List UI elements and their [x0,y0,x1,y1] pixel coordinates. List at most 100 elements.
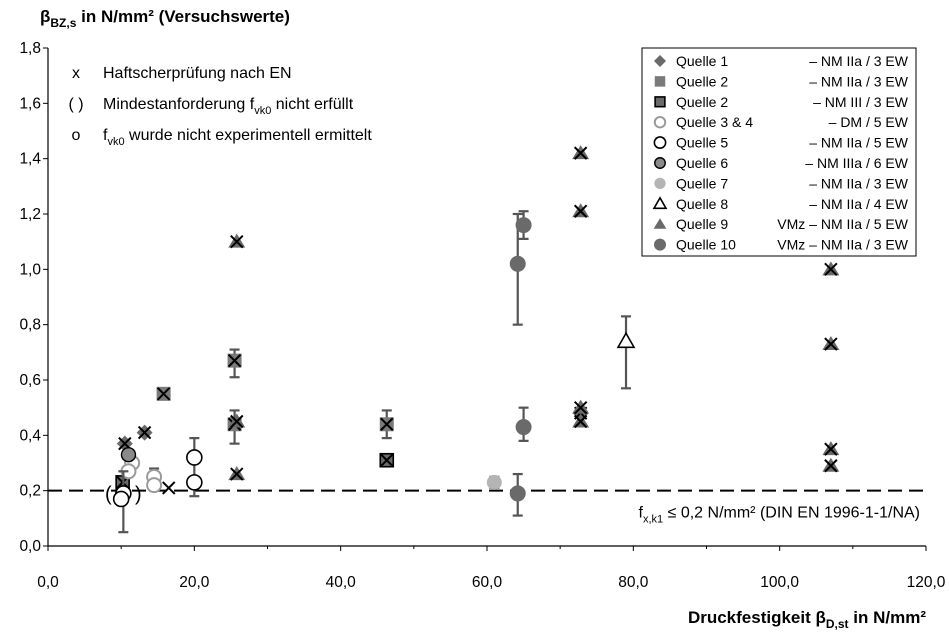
data-point-cross [227,353,242,368]
legend-note: – NM IIIa / 6 EW [805,155,908,171]
annotation-text: fvk0 wurde nicht experimentell ermittelt [103,127,372,148]
y-tick-label: 1,4 [19,151,41,168]
data-point [616,331,636,349]
data-point-cross [230,234,244,249]
series-haftscherpr-fung [162,481,176,495]
legend-marker [654,238,666,251]
paren-right: ) [135,483,142,505]
paren-left: ( [105,483,112,505]
data-point-cross [824,337,838,351]
legend-label: Quelle 2 [676,94,728,110]
data-point [515,217,532,234]
legend-label: Quelle 7 [676,175,728,191]
x-axis-label: Druckfestigkeit βD,st in N/mm² [688,608,926,631]
series-quelle-8 [616,315,636,390]
legend-note: – NM IIa / 3 EW [809,53,909,69]
x-tick-label: 100,0 [760,574,799,591]
legend-label: Quelle 5 [676,135,728,151]
series-quelle-9 [228,145,840,481]
legend-note: – NM IIa / 5 EW [809,135,909,151]
data-point-cross [824,262,838,277]
data-point [112,490,130,508]
data-point-cross [824,442,838,456]
y-axis-label: βBZ,s in N/mm² (Versuchswerte) [40,7,290,30]
data-point [146,477,163,494]
legend-label: Quelle 3 & 4 [676,114,753,130]
data-point-cross [573,400,588,415]
legend-note: – NM IIa / 3 EW [809,175,909,191]
annotation-symbol: x [72,65,80,82]
annotation-symbol: o [72,127,81,144]
legend-label: Quelle 10 [676,237,736,253]
y-tick-label: 1,2 [19,206,41,223]
annotations: x Haftscherprüfung nach EN ( ) Mindestanfor… [68,65,372,148]
y-tick-label: 0,8 [19,317,41,334]
annotation-symbol: ( ) [68,96,83,113]
data-point-cross [162,481,176,495]
x-tick-label: 20,0 [179,574,210,591]
legend-note: – NM IIa / 3 EW [809,73,909,89]
annotation-text: Mindestanforderung fvk0 nicht erfüllt [103,96,354,117]
legend-marker [654,177,666,190]
legend-marker [652,196,668,210]
y-tick-label: 0,6 [19,372,41,389]
legend-note: – NM IIa / 4 EW [809,196,909,212]
legend-marker [654,76,666,87]
data-point-cross [156,387,171,401]
legend-marker [654,96,666,108]
legend-marker [653,115,667,129]
data-point [509,485,526,502]
data-point-cross [230,414,244,429]
reference-line-label: fx,k1 ≤ 0,2 N/mm² (DIN EN 1996-1-1/NA) [639,505,920,526]
data-marks: () [105,145,840,534]
legend: Quelle 1 – NM IIa / 3 EW Quelle 2 – NM IIa … [641,47,917,257]
legend-marker [654,157,666,169]
x-tick-label: 120,0 [907,574,946,591]
data-point-cross [137,425,152,440]
series-quelle-5: () [105,437,203,534]
data-point-cross [380,417,394,431]
legend-marker [653,218,667,229]
annotation-text: Haftscherprüfung nach EN [103,65,292,82]
x-tick-label: 40,0 [326,574,357,591]
x-tick-label: 80,0 [618,574,649,591]
legend-note: VMz – NM IIa / 5 EW [777,216,908,232]
legend-label: Quelle 2 [676,73,728,89]
legend-note: VMz – NM IIa / 3 EW [777,237,908,253]
data-point-cross [230,467,244,481]
data-point [509,255,526,272]
data-point [120,447,137,463]
data-point-cross [824,459,838,473]
reference-line-group: fx,k1 ≤ 0,2 N/mm² (DIN EN 1996-1-1/NA) [48,489,926,526]
legend-marker [654,55,666,67]
series-quelle-6 [120,447,137,463]
data-point [486,474,502,490]
legend-label: Quelle 9 [676,216,728,232]
data-point [186,474,203,491]
legend-box [641,47,917,257]
y-tick-label: 1,8 [19,40,41,57]
y-tick-label: 0,4 [19,427,41,444]
y-tick-label: 1,0 [19,261,41,278]
series-quelle-2-nm-iia [156,348,394,445]
legend-note: – NM III / 3 EW [813,94,909,110]
legend-note: – DM / 5 EW [829,114,909,130]
data-point-cross [573,204,588,218]
data-point [515,419,532,436]
legend-label: Quelle 1 [676,53,728,69]
legend-marker [653,136,667,150]
y-tick-label: 0,0 [19,538,41,555]
data-point-cross [573,146,588,160]
series-quelle-7 [486,474,502,490]
axes: 0,0 0,2 0,4 0,6 0,8 1,0 1,2 1,4 1,6 1,8 0,0 20,0 40,… [19,40,945,591]
x-tick-label: 0,0 [37,574,59,591]
data-point-cross [573,414,588,429]
y-tick-label: 1,6 [19,95,41,112]
legend-label: Quelle 8 [676,196,728,212]
series-quelle-10 [509,210,532,517]
data-point-cross [380,453,394,467]
legend-label: Quelle 6 [676,155,728,171]
x-tick-label: 60,0 [472,574,503,591]
y-tick-label: 0,2 [19,483,41,500]
